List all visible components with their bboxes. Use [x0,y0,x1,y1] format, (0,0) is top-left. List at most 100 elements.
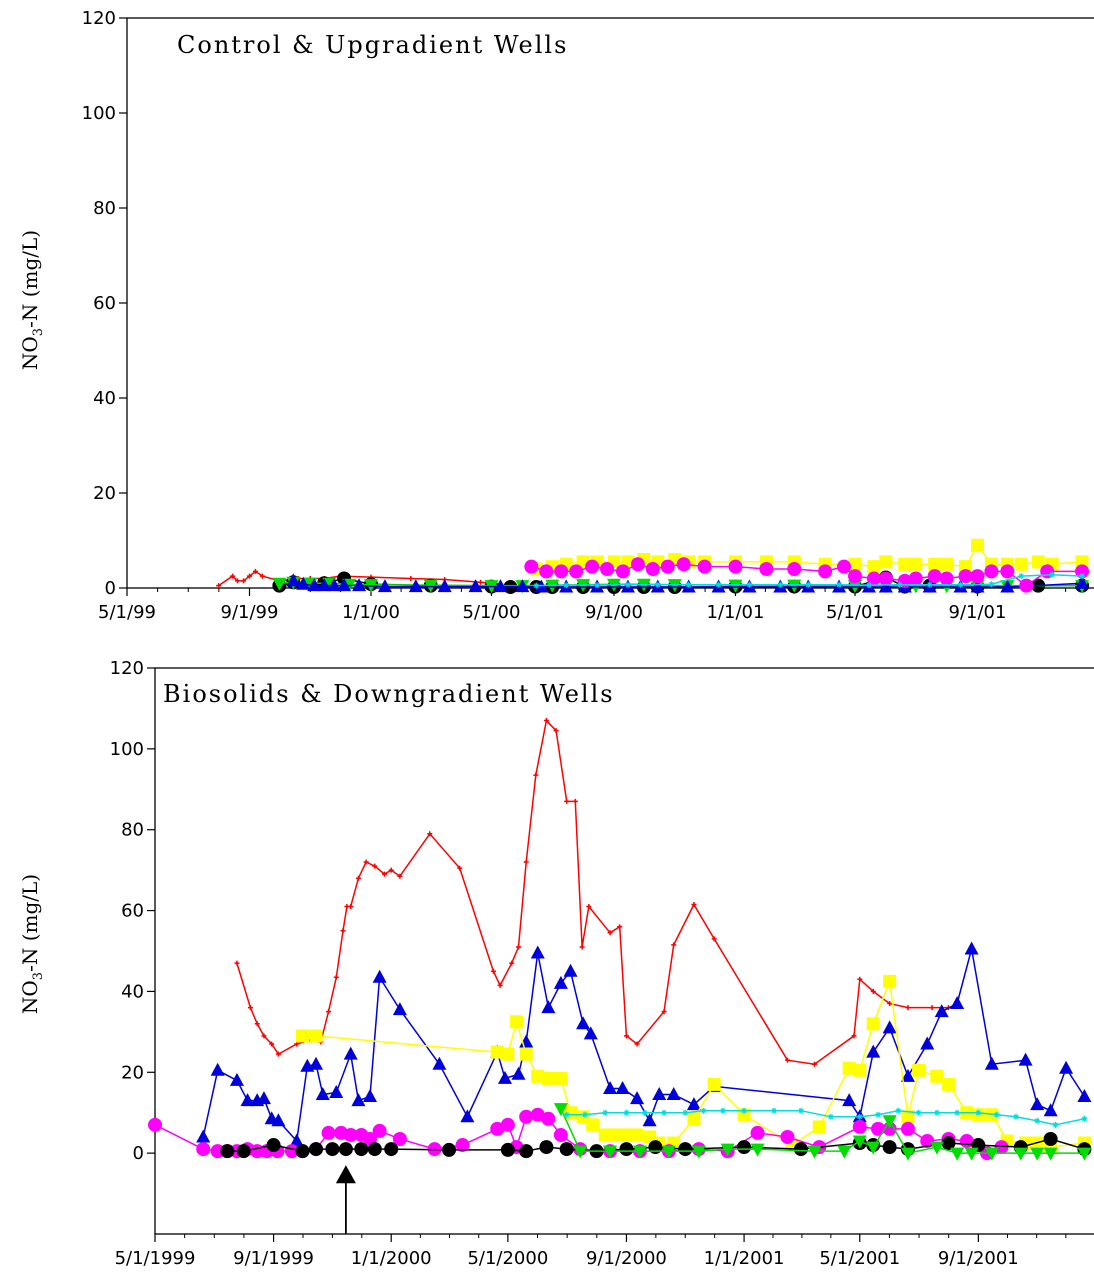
y-tick-label: 40 [121,981,144,1002]
y-tick-label: 120 [82,8,116,29]
data-point [585,559,600,574]
data-point [750,1125,765,1140]
data-point [530,945,545,959]
data-point [600,562,615,576]
data-point [853,1063,867,1077]
data-point [851,1033,857,1039]
data-point [586,1118,600,1132]
data-point [940,557,954,571]
data-point [1052,1121,1059,1128]
data-point [598,1128,612,1142]
data-point [240,1093,255,1107]
data-point [654,581,661,588]
data-point [296,576,311,590]
data-point [384,1142,399,1157]
data-point [908,571,923,586]
data-point [455,1138,470,1153]
data-point [715,581,722,588]
series-6-star [563,1107,1088,1128]
data-point [866,1017,880,1031]
data-point [261,1033,267,1039]
data-point [1043,1131,1058,1146]
data-point [363,859,369,865]
data-point [210,1062,225,1076]
data-point [1081,1115,1088,1122]
data-point [269,1041,275,1047]
x-tick-label: 5/1/00 [463,602,521,623]
data-point [554,1071,568,1085]
data-point [325,1142,340,1157]
data-point [661,1109,668,1116]
x-tick-label: 1/1/2000 [351,1248,432,1269]
data-point [296,1029,310,1043]
data-point [866,1141,881,1155]
data-point [958,569,973,584]
data-point [741,1107,748,1114]
data-point [510,1015,524,1029]
bottom-chart: Biosolids & Downgradient Wells NO3-N (mg… [18,658,1094,1269]
data-point [437,579,452,593]
data-point [1077,1089,1092,1103]
data-point [686,1097,701,1111]
data-point [541,1111,556,1126]
data-point [950,996,965,1010]
data-point [442,1142,457,1157]
data-point [847,569,862,584]
data-point [934,1004,949,1018]
data-point [236,1144,251,1159]
data-point [519,1144,534,1159]
top-plot-frame [126,17,1094,589]
data-point [367,1142,382,1157]
data-point [1077,1147,1092,1161]
data-point [397,873,403,879]
data-point [993,1111,1000,1118]
data-point [666,1087,681,1101]
data-point [988,581,995,588]
data-point [970,538,984,552]
data-point [295,1144,310,1159]
top-series [216,538,1090,595]
data-point [509,960,515,966]
data-point [878,579,893,593]
data-point [759,562,774,576]
data-point [866,1044,881,1058]
data-point [793,1142,808,1157]
data-point [964,941,979,955]
data-point [1043,1103,1058,1117]
data-point [354,1142,369,1157]
data-point [632,1145,647,1159]
y-tick-label: 120 [110,658,144,679]
data-point [920,1036,935,1050]
bottom-y-axis-label: NO3-N (mg/L) [18,874,46,1014]
data-point [497,1070,512,1084]
data-point [619,1142,634,1157]
data-point [930,1069,944,1083]
data-point [852,1119,867,1134]
data-point [563,1111,570,1118]
data-point [553,1127,568,1142]
data-point [478,579,484,585]
x-tick-label: 1/1/00 [342,602,400,623]
series-2-square [296,974,1091,1154]
data-point [553,975,568,989]
x-tick-label: 5/1/1999 [115,1248,196,1269]
data-point [927,569,942,584]
data-point [867,560,881,574]
data-point [661,1145,676,1159]
data-point [1059,1060,1074,1074]
data-point [641,1109,648,1116]
data-point [895,1107,902,1114]
data-point [326,1009,332,1015]
data-point [247,1005,253,1011]
data-point [351,1093,366,1107]
x-tick-label: 5/1/99 [98,602,156,623]
series-line [236,719,949,1065]
data-point [959,1134,974,1149]
data-point [691,1145,706,1159]
data-point [408,579,423,593]
y-tick-label: 60 [121,901,144,922]
data-point [1000,564,1015,579]
y-tick-label: 0 [133,1143,144,1164]
data-point [837,559,852,574]
data-point [856,1113,863,1120]
